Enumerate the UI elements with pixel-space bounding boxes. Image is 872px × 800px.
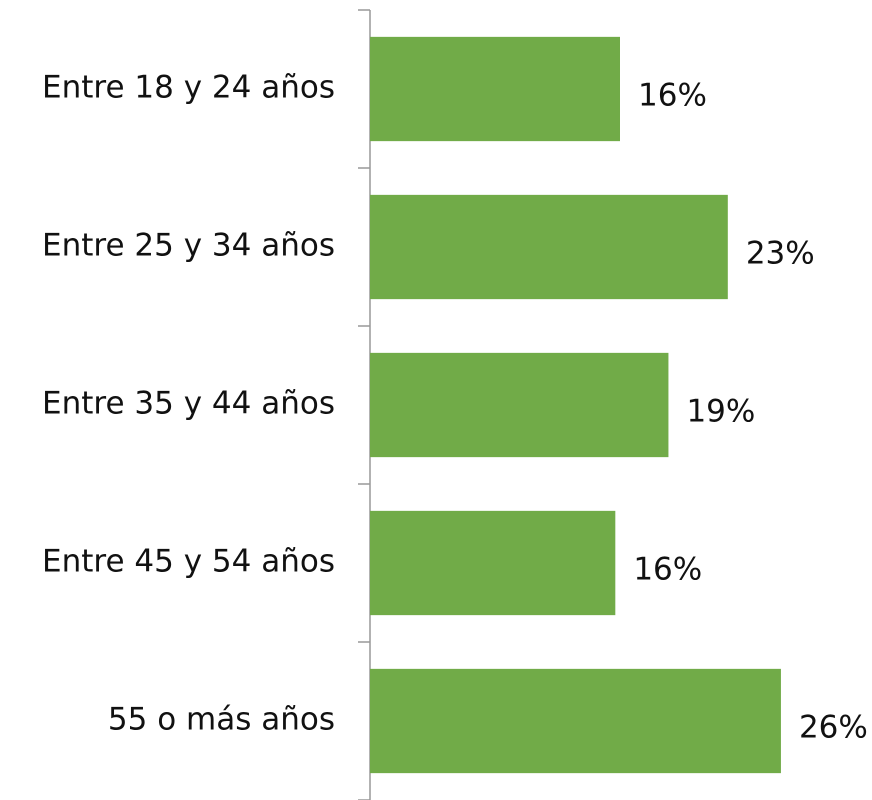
category-label: Entre 45 y 54 años (42, 544, 335, 580)
category-label: Entre 35 y 44 años (42, 386, 335, 422)
value-label: 23% (746, 236, 815, 272)
value-label: 26% (799, 710, 868, 746)
category-label: 55 o más años (108, 702, 335, 738)
bar (370, 668, 781, 774)
bar (370, 36, 620, 142)
category-label: Entre 25 y 34 años (42, 228, 335, 264)
bar (370, 510, 616, 616)
bar (370, 194, 728, 300)
bar (370, 352, 669, 458)
value-label: 16% (638, 78, 707, 114)
category-label: Entre 18 y 24 años (42, 70, 335, 106)
value-label: 16% (633, 552, 702, 588)
value-label: 19% (686, 394, 755, 430)
